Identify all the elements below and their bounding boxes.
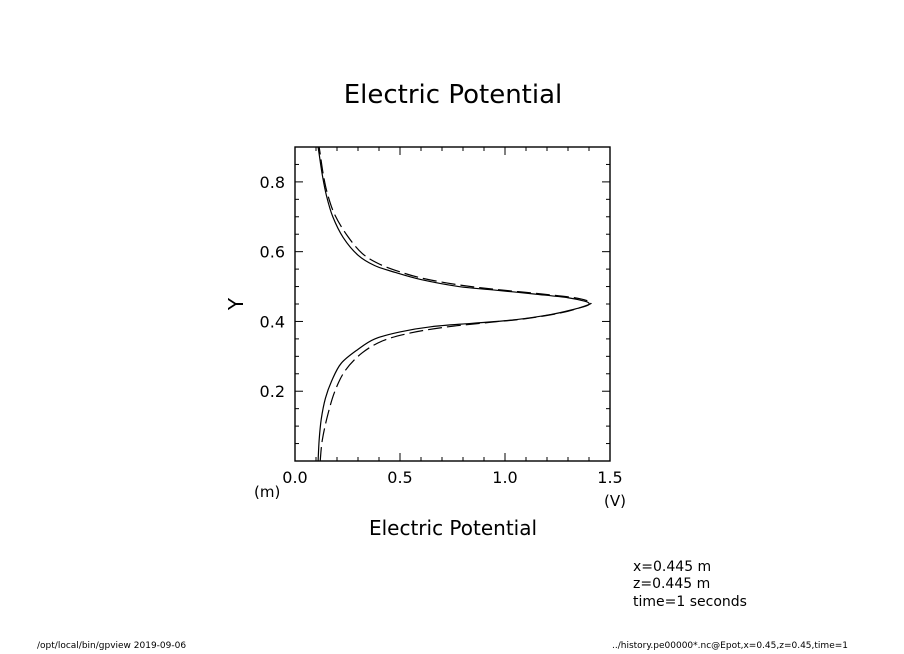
- annotation-z: z=0.445 m: [633, 576, 710, 592]
- plot-frame: [294, 146, 611, 462]
- footer-right: ../history.pe00000*.nc@Epot,x=0.45,z=0.4…: [611, 641, 848, 651]
- tick-labels: 0.0 0.5 1.0 1.5 0.2 0.4 0.6 0.8: [260, 173, 623, 487]
- x-axis-label: Electric Potential: [369, 516, 537, 540]
- axis-ticks: [294, 146, 611, 461]
- x-tick-label: 1.0: [492, 468, 517, 487]
- footer-left: /opt/local/bin/gpview 2019-09-06: [37, 641, 187, 651]
- chart-title: Electric Potential: [344, 80, 563, 110]
- y-axis-label: Y: [224, 297, 248, 311]
- annotation-x: x=0.445 m: [633, 559, 711, 575]
- annotation-time: time=1 seconds: [633, 594, 747, 610]
- series-group: [317, 146, 592, 462]
- y-tick-label: 0.2: [260, 382, 285, 401]
- y-unit-label: (m): [254, 483, 280, 501]
- y-tick-label: 0.8: [260, 173, 285, 192]
- series-line-dashed: [318, 146, 592, 462]
- x-unit-label: (V): [604, 492, 626, 510]
- series-line-solid: [317, 146, 590, 462]
- y-tick-label: 0.6: [260, 243, 285, 262]
- x-tick-label: 1.5: [597, 468, 622, 487]
- x-tick-label: 0.5: [387, 468, 412, 487]
- x-tick-label: 0.0: [282, 468, 307, 487]
- y-tick-label: 0.4: [260, 312, 285, 331]
